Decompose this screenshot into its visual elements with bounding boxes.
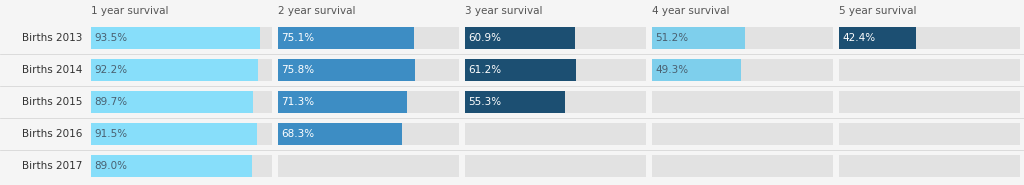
Bar: [652, 123, 833, 145]
Bar: [91, 155, 252, 177]
Bar: [278, 91, 459, 113]
Bar: [91, 91, 253, 113]
Bar: [91, 155, 272, 177]
Bar: [465, 59, 646, 81]
Bar: [278, 91, 408, 113]
Bar: [839, 59, 1020, 81]
Text: 89.0%: 89.0%: [94, 161, 127, 171]
Text: 93.5%: 93.5%: [94, 33, 127, 43]
Text: 2 year survival: 2 year survival: [278, 6, 355, 16]
Text: 75.8%: 75.8%: [281, 65, 314, 75]
Text: 42.4%: 42.4%: [842, 33, 876, 43]
Bar: [465, 123, 646, 145]
Bar: [465, 155, 646, 177]
Text: Births 2013: Births 2013: [22, 33, 82, 43]
Text: 3 year survival: 3 year survival: [465, 6, 543, 16]
Bar: [652, 91, 833, 113]
Bar: [652, 59, 741, 81]
Bar: [278, 123, 401, 145]
Bar: [91, 27, 260, 49]
Bar: [278, 155, 459, 177]
Bar: [465, 59, 575, 81]
Text: 71.3%: 71.3%: [281, 97, 314, 107]
Text: Births 2014: Births 2014: [22, 65, 82, 75]
Bar: [652, 27, 833, 49]
Bar: [278, 59, 459, 81]
Text: 1 year survival: 1 year survival: [91, 6, 169, 16]
Text: 49.3%: 49.3%: [655, 65, 688, 75]
Bar: [91, 27, 272, 49]
Bar: [91, 91, 272, 113]
Bar: [839, 27, 1020, 49]
Bar: [91, 123, 272, 145]
Bar: [91, 59, 258, 81]
Bar: [839, 27, 915, 49]
Bar: [465, 27, 575, 49]
Text: 51.2%: 51.2%: [655, 33, 688, 43]
Bar: [278, 27, 459, 49]
Bar: [839, 155, 1020, 177]
Bar: [465, 27, 646, 49]
Text: 61.2%: 61.2%: [468, 65, 501, 75]
Bar: [465, 91, 646, 113]
Bar: [652, 27, 744, 49]
Text: 89.7%: 89.7%: [94, 97, 127, 107]
Bar: [91, 123, 257, 145]
Bar: [839, 123, 1020, 145]
Text: 5 year survival: 5 year survival: [839, 6, 916, 16]
Bar: [91, 59, 272, 81]
Text: 75.1%: 75.1%: [281, 33, 314, 43]
Text: 92.2%: 92.2%: [94, 65, 127, 75]
Bar: [652, 59, 833, 81]
Text: Births 2016: Births 2016: [22, 129, 82, 139]
Bar: [839, 91, 1020, 113]
Text: 55.3%: 55.3%: [468, 97, 501, 107]
Bar: [278, 123, 459, 145]
Text: Births 2015: Births 2015: [22, 97, 82, 107]
Bar: [278, 59, 415, 81]
Text: 91.5%: 91.5%: [94, 129, 127, 139]
Bar: [278, 27, 414, 49]
Text: 60.9%: 60.9%: [468, 33, 501, 43]
Bar: [652, 155, 833, 177]
Text: 4 year survival: 4 year survival: [652, 6, 729, 16]
Text: Births 2017: Births 2017: [22, 161, 82, 171]
Bar: [465, 91, 565, 113]
Text: 68.3%: 68.3%: [281, 129, 314, 139]
